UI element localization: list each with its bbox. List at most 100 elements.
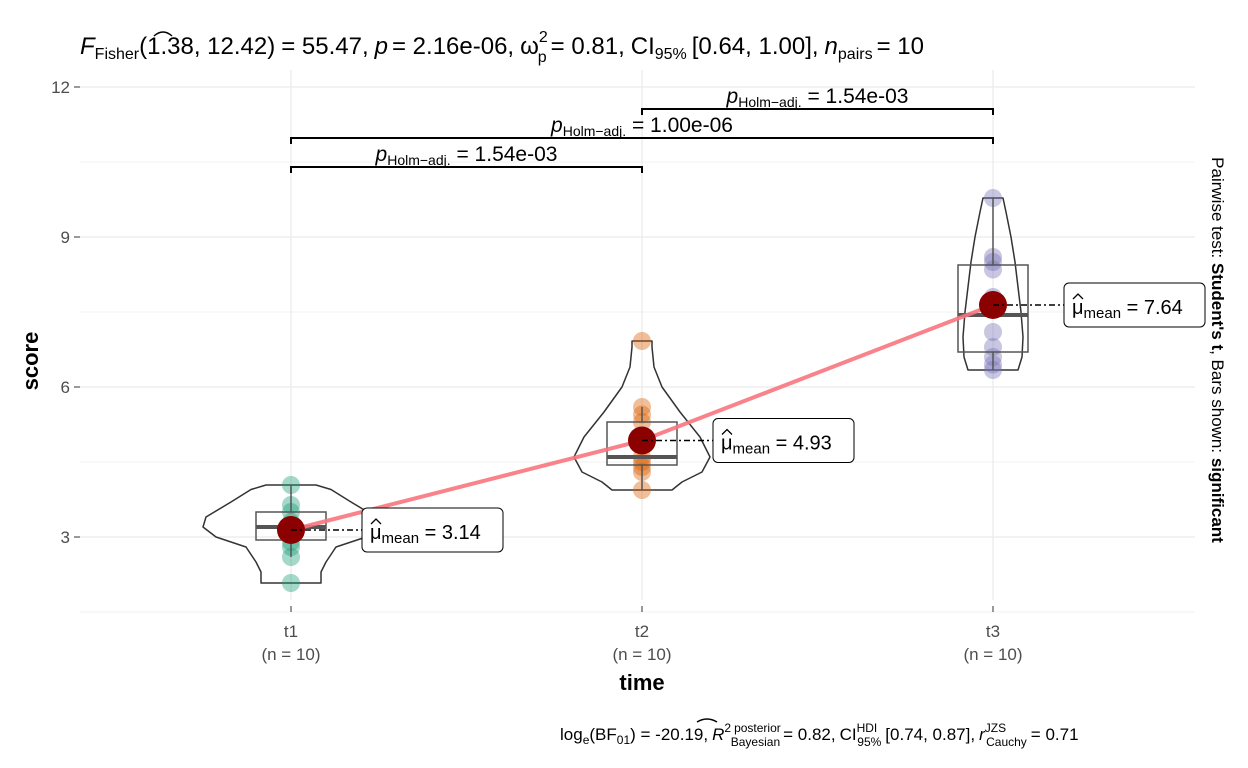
caption-ci-sup: HDI — [857, 721, 878, 735]
right-label-shown: significant — [1208, 458, 1227, 543]
mean-hat — [370, 518, 382, 525]
title-effect-sup: 2 — [539, 29, 548, 46]
right-label-middle: , Bars shown: — [1208, 350, 1227, 458]
title-ci-label: CI — [631, 33, 655, 60]
pairwise-sub: Holm−adj. — [387, 152, 450, 168]
caption-bf-label: log — [560, 725, 583, 744]
pairwise-value: = 1.00e-06 — [626, 114, 733, 137]
title-ci-sub: 95% — [655, 46, 687, 63]
title-effect-label: ω — [520, 33, 539, 60]
right-label-test: Student's t — [1208, 263, 1227, 350]
pairwise-label: pHolm−adj. = 1.54e-03 — [726, 85, 909, 110]
pairwise-bracket — [641, 108, 994, 115]
pairwise-label: pHolm−adj. = 1.54e-03 — [375, 143, 558, 168]
omega-hat — [153, 31, 173, 37]
title-stat-name: F — [80, 33, 96, 60]
x-tick-label: t3 — [986, 622, 1000, 641]
mean-hat — [721, 428, 733, 435]
y-tick-label: 9 — [61, 228, 70, 247]
r2-hat — [696, 718, 718, 723]
x-tick-label: t1 — [284, 622, 298, 641]
caption-bf-sub: e — [583, 733, 590, 747]
data-point — [282, 574, 300, 592]
violin-t3 — [962, 197, 1024, 371]
y-axis: 3 6 9 12 — [51, 78, 80, 547]
y-tick-label: 6 — [61, 378, 70, 397]
pairwise-value: = 1.54e-03 — [451, 143, 558, 166]
caption-r2-sup: 2 — [724, 721, 731, 735]
title-p-label: p — [374, 33, 388, 60]
title-n-sub: pairs — [838, 46, 873, 63]
y-axis-label: score — [18, 332, 43, 391]
title-p-value: = 2.16e-06, — [392, 33, 514, 60]
pairwise-label: pHolm−adj. = 1.00e-06 — [550, 114, 733, 139]
caption-bf-paren-sub: 01 — [617, 733, 631, 747]
caption-r-value: = 0.71 — [1031, 725, 1079, 744]
violins — [202, 189, 1029, 592]
caption-r2-sup-word: posterior — [734, 721, 781, 735]
title-n-label: n — [825, 33, 838, 60]
pairwise-test-label: Pairwise test: Student's t, Bars shown: … — [1208, 157, 1227, 543]
title-ci-value: [0.64, 1.00], — [692, 33, 819, 60]
pairwise-bracket — [290, 166, 643, 173]
mean-label: μmean = 3.14 — [370, 522, 481, 547]
title-df: (1.38, 12.42) — [139, 33, 275, 60]
pairwise-sub: Holm−adj. — [563, 123, 626, 139]
x-tick-n-label: (n = 10) — [963, 645, 1022, 664]
data-point — [984, 323, 1002, 341]
mean-label-box — [1063, 282, 1206, 328]
title-n-value: = 10 — [877, 33, 924, 60]
chart-title: FFisher(1.38, 12.42) = 55.47, p = 2.16e-06,… — [80, 29, 924, 66]
x-tick-n-label: (n = 10) — [612, 645, 671, 664]
data-point — [633, 332, 651, 350]
mean-sub: mean — [733, 441, 771, 458]
title-stat-value: = 55.47, — [281, 33, 368, 60]
pairwise-sub: Holm−adj. — [738, 94, 801, 110]
x-tick-n-label: (n = 10) — [261, 645, 320, 664]
box-t2 — [606, 421, 678, 466]
mean-symbol: μ — [1072, 297, 1084, 319]
y-tick-label: 12 — [51, 78, 70, 97]
caption-r-sup: JZS — [985, 721, 1006, 735]
pairwise-p: p — [550, 114, 563, 137]
pairwise-p: p — [375, 143, 388, 166]
caption-r2-label: R — [712, 725, 724, 744]
caption-r2-value: = 0.82, — [783, 725, 835, 744]
mean-label: μmean = 7.64 — [1072, 297, 1183, 322]
caption-bf-value: ) = -20.19, — [630, 725, 708, 744]
mean-symbol: μ — [721, 433, 733, 455]
caption-bf-paren: (BF — [589, 725, 616, 744]
mean-sub: mean — [382, 530, 420, 547]
x-axis: t1 (n = 10) t2 (n = 10) t3 (n = 10) — [261, 606, 1023, 664]
box-t3 — [957, 264, 1029, 353]
pairwise-bracket — [290, 137, 994, 144]
violin-t2 — [573, 340, 711, 491]
chart-caption: loge(BF01) = -20.19, R2 posterior Bayesian =… — [560, 721, 1079, 749]
mean-symbol: μ — [370, 522, 382, 544]
pairwise-p: p — [726, 85, 739, 108]
title-stat-sub: Fisher — [95, 46, 140, 63]
caption-ci-value: [0.74, 0.87], — [885, 725, 975, 744]
mean-sub: mean — [1084, 305, 1122, 322]
caption-r2-sub: Bayesian — [731, 735, 780, 749]
caption-ci-label: CI — [840, 725, 857, 744]
x-tick-label: t2 — [635, 622, 649, 641]
mean-value: = 7.64 — [1121, 297, 1183, 319]
title-effect-sub: p — [538, 49, 547, 66]
violin-t1 — [202, 484, 380, 584]
caption-r-label: r — [979, 725, 986, 744]
pairwise-value: = 1.54e-03 — [802, 85, 909, 108]
y-tick-label: 3 — [61, 528, 70, 547]
x-axis-label: time — [619, 670, 664, 695]
caption-ci-sub: 95% — [857, 735, 881, 749]
mean-value: = 3.14 — [419, 522, 481, 544]
mean-hat — [1072, 293, 1084, 300]
right-label-prefix: Pairwise test: — [1208, 157, 1227, 263]
grid-lines — [80, 70, 1195, 613]
mean-label: μmean = 4.93 — [721, 433, 832, 458]
mean-value: = 4.93 — [770, 433, 832, 455]
mean-label-box — [712, 418, 855, 463]
